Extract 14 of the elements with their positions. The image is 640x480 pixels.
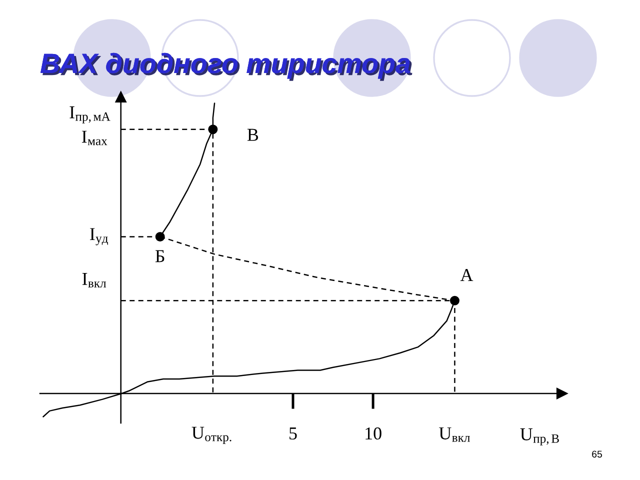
chart-title: ВАХ диодного тиристора: [40, 52, 412, 81]
annotation: I$_{уд}$: [90, 228, 108, 246]
text: 65: [592, 450, 602, 458]
x-tick-label: U$_{вкл}$: [439, 427, 470, 442]
x-axis-title: U$_{пр,В}$: [520, 428, 559, 446]
annotation: I$_{мах}$: [82, 130, 108, 146]
annotation: I$_{вкл}$: [82, 273, 106, 288]
x-tick-label: 10: [366, 427, 382, 440]
annotation: Б: [155, 250, 164, 262]
x-tick-label: 5: [290, 428, 297, 440]
x-tick-label: U$_{откр.}$: [192, 426, 232, 444]
annotation: В: [247, 128, 258, 141]
y-axis-title: I$_{пр,мА}$: [70, 106, 110, 124]
annotation: А: [460, 269, 474, 281]
